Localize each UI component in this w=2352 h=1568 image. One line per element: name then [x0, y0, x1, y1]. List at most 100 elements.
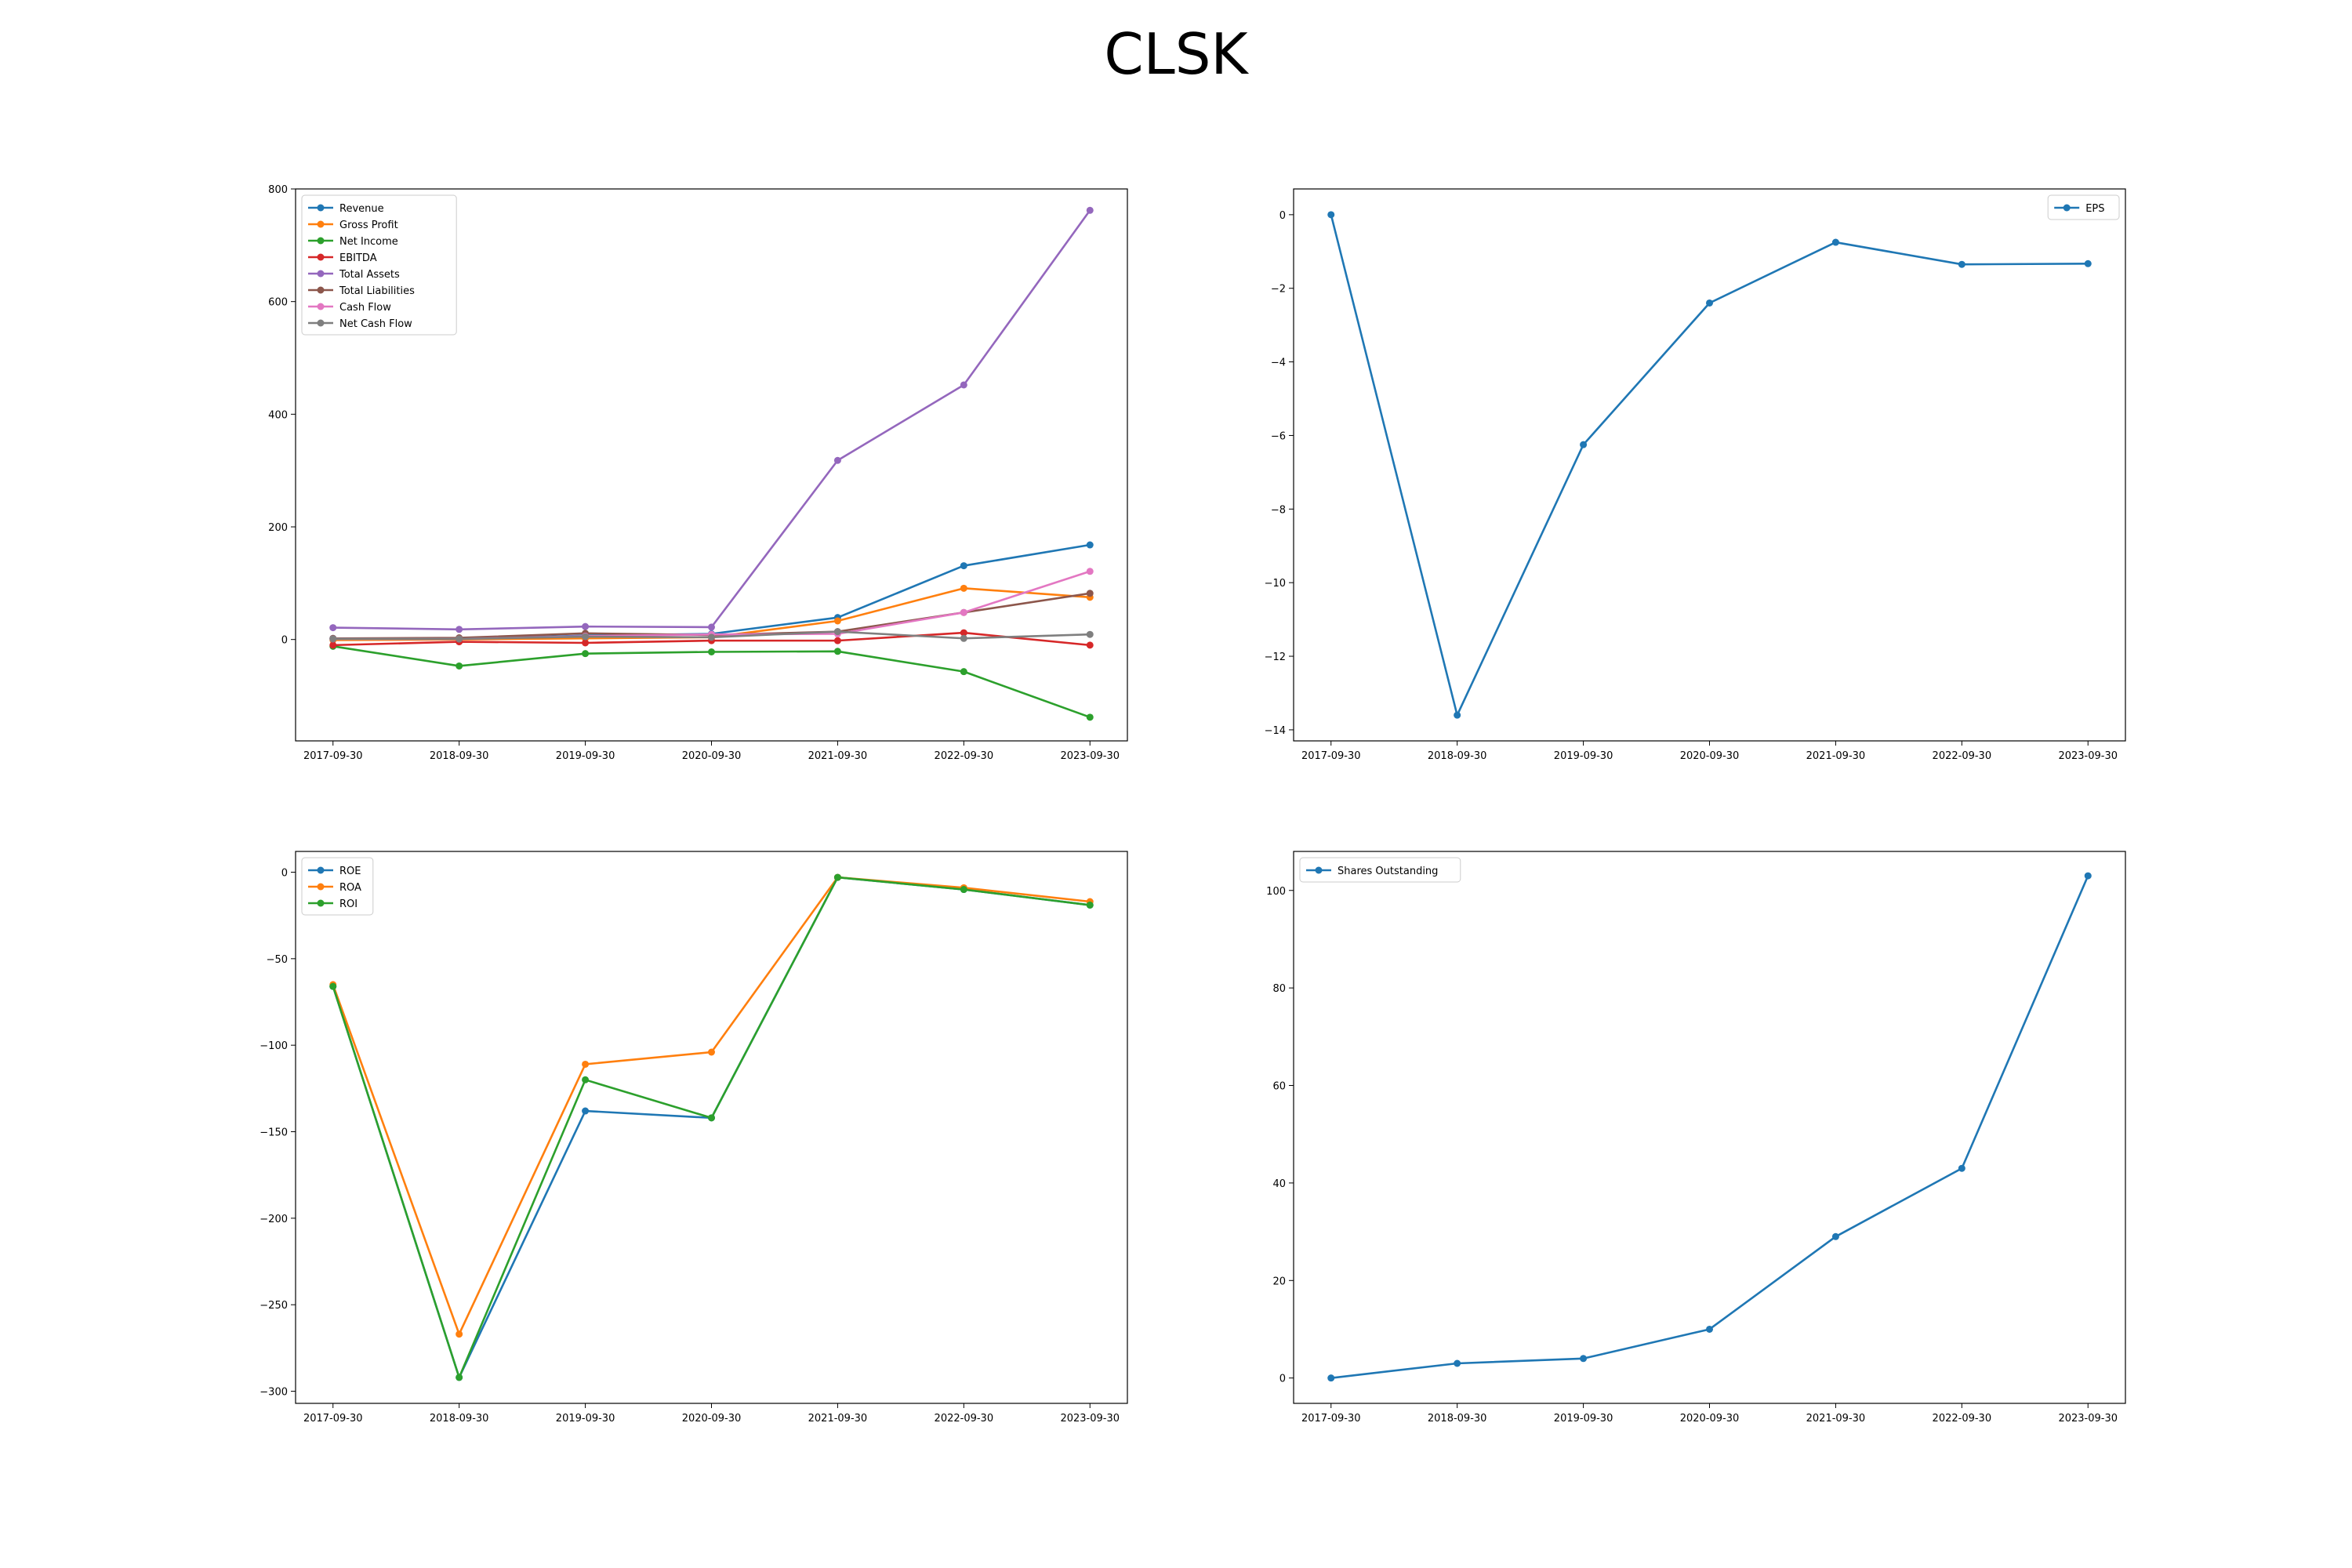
data-point [1086, 541, 1094, 549]
legend: Revenue Gross Profit Net Income EBITDA Total… [301, 194, 457, 336]
legend-marker [317, 866, 325, 874]
legend-marker [317, 220, 325, 228]
y-tick-label: 600 [268, 297, 288, 309]
x-tick-label: 2021-09-30 [808, 750, 868, 762]
data-point [1327, 211, 1335, 219]
data-point [708, 623, 715, 631]
data-point [960, 584, 967, 592]
x-tick-label: 2018-09-30 [430, 1413, 489, 1425]
legend-label: Total Assets [339, 269, 400, 281]
data-point [582, 1076, 590, 1083]
data-point [833, 648, 841, 655]
data-point [960, 629, 967, 637]
data-point [1086, 568, 1094, 575]
legend-label: EPS [2085, 203, 2104, 215]
data-point [1580, 441, 1588, 448]
y-tick-label: −8 [1271, 504, 1286, 516]
legend-label: ROA [339, 882, 361, 894]
legend-label: Total Liabilities [339, 285, 415, 297]
panel-financials: 2017-09-30 2018-09-30 2019-09-30 2020-09-30… [268, 184, 1128, 762]
y-tick-label: 100 [1266, 886, 1286, 898]
x-tick-label: 2021-09-30 [1806, 750, 1866, 762]
legend: EPS [2047, 194, 2120, 220]
legend-marker [317, 319, 325, 327]
legend-marker [317, 303, 325, 310]
y-tick-label: 400 [268, 409, 288, 421]
data-point [1086, 641, 1094, 649]
x-tick-label: 2019-09-30 [556, 1413, 615, 1425]
series-roi [329, 873, 1094, 1381]
x-tick-label: 2017-09-30 [1301, 1413, 1361, 1425]
figure-title: CLSK [1104, 21, 1249, 87]
legend-label: Revenue [339, 203, 384, 215]
legend-marker [317, 899, 325, 907]
legend-marker [317, 253, 325, 261]
legend: ROE ROA ROI [301, 857, 374, 916]
y-tick-label: −14 [1265, 725, 1286, 737]
y-tick-label: 40 [1272, 1178, 1286, 1190]
data-point [1086, 901, 1094, 909]
data-point [1958, 260, 1965, 268]
data-point [833, 637, 841, 644]
data-point [708, 648, 715, 655]
data-point [329, 624, 337, 632]
data-point [329, 641, 337, 649]
data-point [582, 622, 590, 630]
data-point [833, 456, 841, 464]
data-point [582, 650, 590, 658]
data-point [1958, 1164, 1965, 1172]
legend-label: Net Cash Flow [339, 318, 412, 330]
data-point [960, 886, 967, 894]
y-tick-label: 0 [281, 867, 288, 879]
x-tick-label: 2021-09-30 [808, 1413, 868, 1425]
x-tick-label: 2023-09-30 [1060, 750, 1120, 762]
x-tick-label: 2022-09-30 [935, 750, 994, 762]
x-tick-label: 2022-09-30 [1933, 1413, 1992, 1425]
data-point [960, 562, 967, 570]
y-tick-label: −4 [1271, 358, 1286, 369]
data-point [1831, 1232, 1839, 1240]
y-tick-label: 0 [1279, 210, 1286, 222]
data-point [582, 639, 590, 647]
data-point [456, 1330, 463, 1338]
legend-box [1299, 857, 1461, 883]
data-point [1086, 630, 1094, 638]
data-point [708, 1114, 715, 1122]
x-tick-label: 2020-09-30 [682, 1413, 742, 1425]
data-point [960, 668, 967, 676]
legend-marker [317, 286, 325, 294]
y-tick-label: −250 [260, 1300, 288, 1312]
y-tick-label: −100 [260, 1040, 288, 1052]
panel-returns: 2017-09-30 2018-09-30 2019-09-30 2020-09-30… [260, 851, 1128, 1425]
series-shares-outstanding [1327, 872, 2092, 1382]
x-tick-label: 2017-09-30 [1301, 750, 1361, 762]
legend-marker [317, 237, 325, 245]
legend: Shares Outstanding [1299, 857, 1461, 883]
legend-marker [1315, 866, 1323, 874]
y-tick-label: −12 [1265, 652, 1286, 663]
series-net-cash-flow [329, 628, 1094, 643]
legend-label: ROI [339, 898, 358, 910]
x-tick-label: 2022-09-30 [1933, 750, 1992, 762]
x-tick-label: 2020-09-30 [1680, 1413, 1740, 1425]
x-tick-label: 2018-09-30 [1428, 750, 1487, 762]
y-tick-label: 80 [1272, 983, 1286, 995]
x-tick-label: 2023-09-30 [2058, 1413, 2118, 1425]
y-tick-label: −200 [260, 1214, 288, 1225]
legend-label: Cash Flow [339, 302, 391, 314]
series-total-assets [329, 206, 1094, 633]
legend-box [301, 194, 457, 336]
data-point [833, 628, 841, 636]
data-point [1706, 299, 1713, 307]
x-tick-label: 2021-09-30 [1806, 1413, 1866, 1425]
y-tick-label: −150 [260, 1127, 288, 1139]
y-tick-label: −10 [1265, 578, 1286, 590]
data-point [456, 662, 463, 670]
y-tick-label: −50 [267, 954, 288, 966]
y-tick-label: 20 [1272, 1276, 1286, 1287]
data-point [1327, 1374, 1335, 1382]
series-eps [1327, 211, 2092, 719]
data-point [1706, 1325, 1713, 1333]
data-point [960, 381, 967, 389]
